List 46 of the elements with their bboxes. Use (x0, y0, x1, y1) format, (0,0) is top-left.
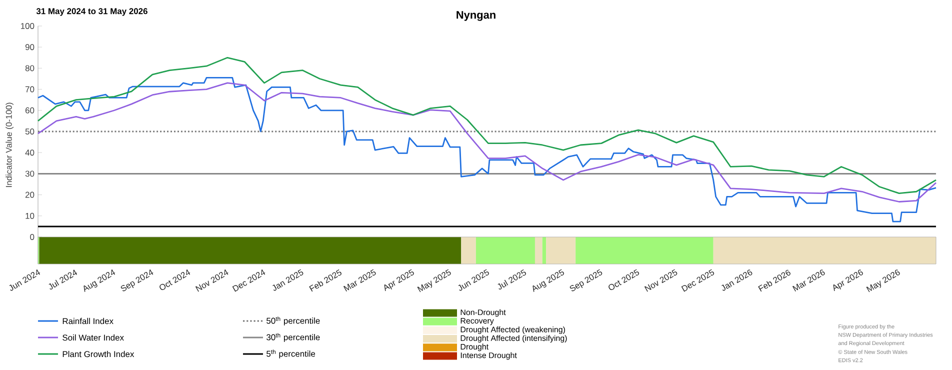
y-axis-title: Indicator Value (0-100) (6, 102, 14, 187)
y-tick-label: 60 (26, 107, 34, 114)
x-tick-label: Oct 2024 (160, 269, 190, 290)
legend-label: Soil Water Index (62, 334, 124, 341)
x-tick-label: Dec 2024 (232, 269, 266, 292)
x-tick-label: Jan 2026 (722, 270, 752, 291)
x-tick-label: Feb 2025 (309, 269, 342, 292)
x-tick-label: Jun 2025 (458, 269, 489, 291)
line-series (37, 56, 937, 194)
line-series (37, 82, 937, 202)
x-tick-label: Sep 2024 (120, 269, 154, 292)
legend-label: 30$^{th}$ percentile (266, 333, 320, 342)
line-series (37, 76, 937, 222)
y-tick-label: 0 (30, 234, 34, 240)
y-tick-label: 30 (25, 170, 34, 177)
y-tick-label: 40 (25, 150, 34, 156)
legend-label: 50$^{th}$ percentile (266, 316, 320, 326)
x-tick-label: Aug 2024 (84, 269, 116, 292)
x-tick-label: Jul 2024 (48, 270, 78, 290)
y-tick-label: 20 (25, 192, 34, 198)
x-tick-label: May 2025 (417, 269, 451, 292)
x-tick-label: Nov 2024 (195, 269, 228, 292)
chart-subtitle: 31 May 2024 to 31 May 2026 (36, 8, 148, 16)
legend-label: Plant Growth Index (62, 350, 134, 358)
y-tick-label: 50 (25, 128, 34, 134)
y-tick-label: 100 (20, 23, 34, 29)
y-tick-label: 10 (26, 212, 34, 219)
x-tick-label: Mar 2026 (792, 270, 825, 292)
x-tick-label: May 2026 (866, 270, 900, 292)
x-tick-label: Jun 2024 (9, 269, 40, 291)
x-tick-label: Nov 2025 (644, 269, 678, 292)
y-tick-label: 70 (26, 86, 34, 92)
x-tick-label: Aug 2025 (532, 269, 564, 292)
legend-label: Rainfall Index (62, 318, 114, 324)
x-tick-label: Jan 2025 (272, 269, 304, 291)
x-tick-label: Apr 2026 (833, 270, 863, 292)
x-tick-label: Mar 2025 (343, 269, 376, 292)
y-tick-label: 80 (25, 65, 34, 72)
x-tick-label: Dec 2025 (681, 269, 714, 292)
x-tick-label: Apr 2025 (384, 269, 414, 292)
x-tick-label: Feb 2026 (758, 270, 790, 292)
y-tick-label: 90 (25, 44, 34, 50)
x-tick-label: Jul 2025 (498, 269, 526, 290)
chart-title: Nyngan (456, 11, 496, 21)
legend-label: 5$^{th}$ percentile (266, 350, 316, 358)
x-tick-label: Sep 2025 (570, 269, 602, 292)
